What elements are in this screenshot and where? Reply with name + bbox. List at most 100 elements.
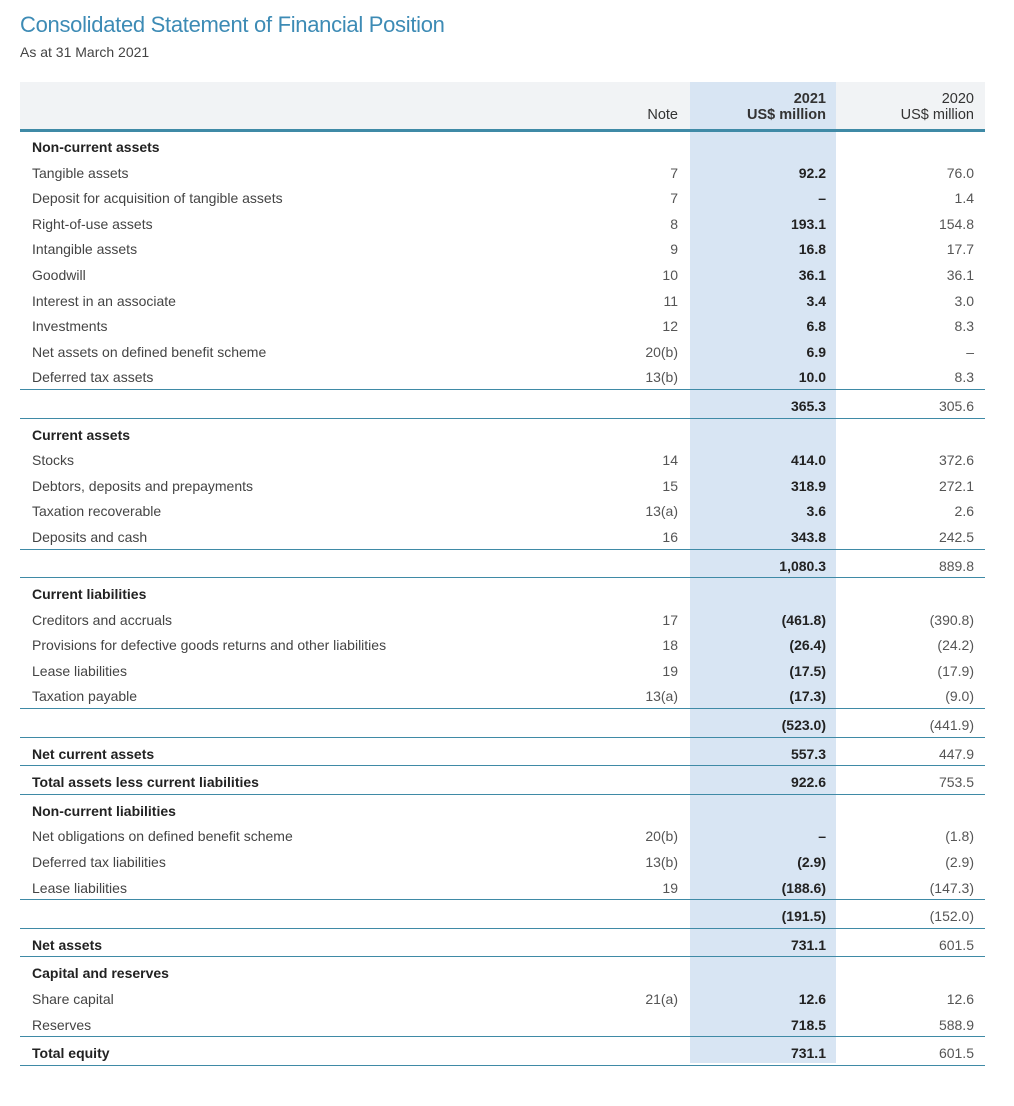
value-2021: 922.6 — [790, 774, 826, 791]
subtotal-row: (523.0) (441.9) — [20, 712, 985, 738]
table-row: Share capital 21(a) 12.6 12.6 — [20, 986, 985, 1012]
row-note: 9 — [670, 241, 678, 258]
table-body: Non-current assets Tangible assets 7 92.2 76… — [20, 132, 985, 1066]
value-2021: 10.0 — [798, 369, 826, 386]
header-2020: 2020 US$ million — [901, 91, 974, 123]
table-row: Non-current assets — [20, 134, 985, 160]
row-label: Net assets on defined benefit scheme — [32, 343, 267, 360]
row-label: Provisions for defective goods returns a… — [32, 637, 387, 654]
value-2021: (188.6) — [781, 879, 826, 896]
value-2020: 8.3 — [954, 369, 974, 386]
value-2020: 601.5 — [938, 1045, 974, 1062]
row-label: Lease liabilities — [32, 662, 127, 679]
row-note: 17 — [662, 611, 678, 628]
value-2020: 242.5 — [938, 528, 974, 545]
value-2021: 193.1 — [790, 215, 826, 232]
value-2020: 12.6 — [946, 991, 974, 1007]
row-label: Right-of-use assets — [32, 215, 153, 232]
table-row: Net current assets 557.3 447.9 — [20, 741, 985, 767]
value-2020: – — [966, 343, 974, 360]
header-2021-year: 2021 — [793, 91, 826, 107]
table-row: Total assets less current liabilities 922… — [20, 769, 985, 795]
table-row: Taxation recoverable 13(a) 3.6 2.6 — [20, 498, 985, 524]
value-2021: 3.4 — [806, 292, 826, 309]
value-2021: 414.0 — [790, 452, 826, 469]
row-note: 7 — [670, 164, 678, 181]
row-label: Taxation payable — [32, 688, 138, 705]
row-label: Lease liabilities — [32, 879, 127, 896]
row-label: Deferred tax assets — [32, 369, 154, 386]
value-2020: 601.5 — [938, 936, 974, 953]
table-row: Net assets 731.1 601.5 — [20, 932, 985, 958]
value-2021: 731.1 — [790, 1045, 826, 1062]
value-2021: 1,080.3 — [779, 557, 826, 574]
table-row: Net obligations on defined benefit schem… — [20, 823, 985, 849]
row-note: 20(b) — [645, 343, 678, 360]
row-label: Creditors and accruals — [32, 611, 173, 628]
value-2021: 365.3 — [790, 397, 826, 414]
value-2021: (2.9) — [797, 854, 826, 871]
value-2020: 272.1 — [938, 477, 974, 494]
row-label: Taxation recoverable — [32, 503, 162, 520]
value-2021: 6.9 — [806, 343, 826, 360]
row-label: Reserves — [32, 1016, 92, 1033]
table-row: Deferred tax assets 13(b) 10.0 8.3 — [20, 364, 985, 390]
row-note: 18 — [662, 637, 678, 654]
value-2020: (147.3) — [929, 879, 974, 896]
value-2020: 17.7 — [946, 241, 974, 258]
value-2021: 16.8 — [798, 241, 826, 258]
row-note: 13(b) — [645, 854, 678, 871]
note-header: Note — [647, 107, 678, 123]
row-label: Current assets — [32, 426, 131, 443]
row-note: 19 — [662, 662, 678, 679]
value-2021: (461.8) — [781, 611, 826, 628]
value-2020: (2.9) — [945, 854, 974, 871]
value-2021: 343.8 — [790, 528, 826, 545]
value-2021: (26.4) — [789, 637, 826, 654]
row-note: 16 — [662, 528, 678, 545]
table-row: Stocks 14 414.0 372.6 — [20, 447, 985, 473]
row-note: 10 — [662, 266, 678, 283]
row-label: Investments — [32, 318, 108, 335]
header-2021-unit: US$ million — [747, 107, 826, 123]
value-2020: 372.6 — [938, 452, 974, 469]
row-label: Net assets — [32, 936, 103, 953]
row-label: Non-current assets — [32, 139, 160, 155]
row-note: 14 — [662, 452, 678, 469]
table-row: Net assets on defined benefit scheme 20(b… — [20, 339, 985, 365]
value-2020: 36.1 — [946, 266, 974, 283]
row-label: Stocks — [32, 452, 75, 469]
row-label: Capital and reserves — [32, 965, 169, 982]
value-2020: 3.0 — [954, 292, 974, 309]
value-2021: (17.5) — [789, 662, 826, 679]
value-2020: 889.8 — [938, 557, 974, 574]
financial-position-table: Note 2021 US$ million 2020 US$ million Non… — [20, 82, 985, 1066]
table-row: Lease liabilities 19 (17.5) (17.9) — [20, 658, 985, 684]
value-2021: 3.6 — [806, 503, 826, 520]
row-label: Current liabilities — [32, 586, 147, 603]
value-2020: (390.8) — [929, 611, 974, 628]
row-note: 11 — [663, 292, 678, 309]
table-row: Intangible assets 9 16.8 17.7 — [20, 236, 985, 262]
row-label: Total equity — [32, 1045, 110, 1062]
row-label: Total assets less current liabilities — [32, 774, 259, 791]
table-row: Capital and reserves — [20, 960, 985, 986]
value-2021: – — [818, 190, 826, 207]
value-2021: 731.1 — [790, 936, 826, 953]
row-note: 13(b) — [645, 369, 678, 386]
value-2020: 1.4 — [954, 190, 974, 207]
row-note: 12 — [662, 318, 678, 335]
header-2020-unit: US$ million — [900, 107, 974, 123]
subtotal-row: 1,080.3 889.8 — [20, 553, 985, 579]
table-row: Deferred tax liabilities 13(b) (2.9) (2.9) — [20, 849, 985, 875]
value-2021: (191.5) — [781, 908, 826, 925]
value-2020: (24.2) — [937, 637, 974, 654]
table-row: Deposit for acquisition of tangible asse… — [20, 185, 985, 211]
value-2021: 36.1 — [798, 266, 826, 283]
row-note: 19 — [662, 879, 678, 896]
value-2020: (152.0) — [929, 908, 974, 925]
value-2020: 447.9 — [938, 745, 974, 762]
table-row: Debtors, deposits and prepayments 15 318.9… — [20, 473, 985, 499]
table-row: Tangible assets 7 92.2 76.0 — [20, 160, 985, 186]
row-label: Deposit for acquisition of tangible asse… — [32, 190, 283, 207]
